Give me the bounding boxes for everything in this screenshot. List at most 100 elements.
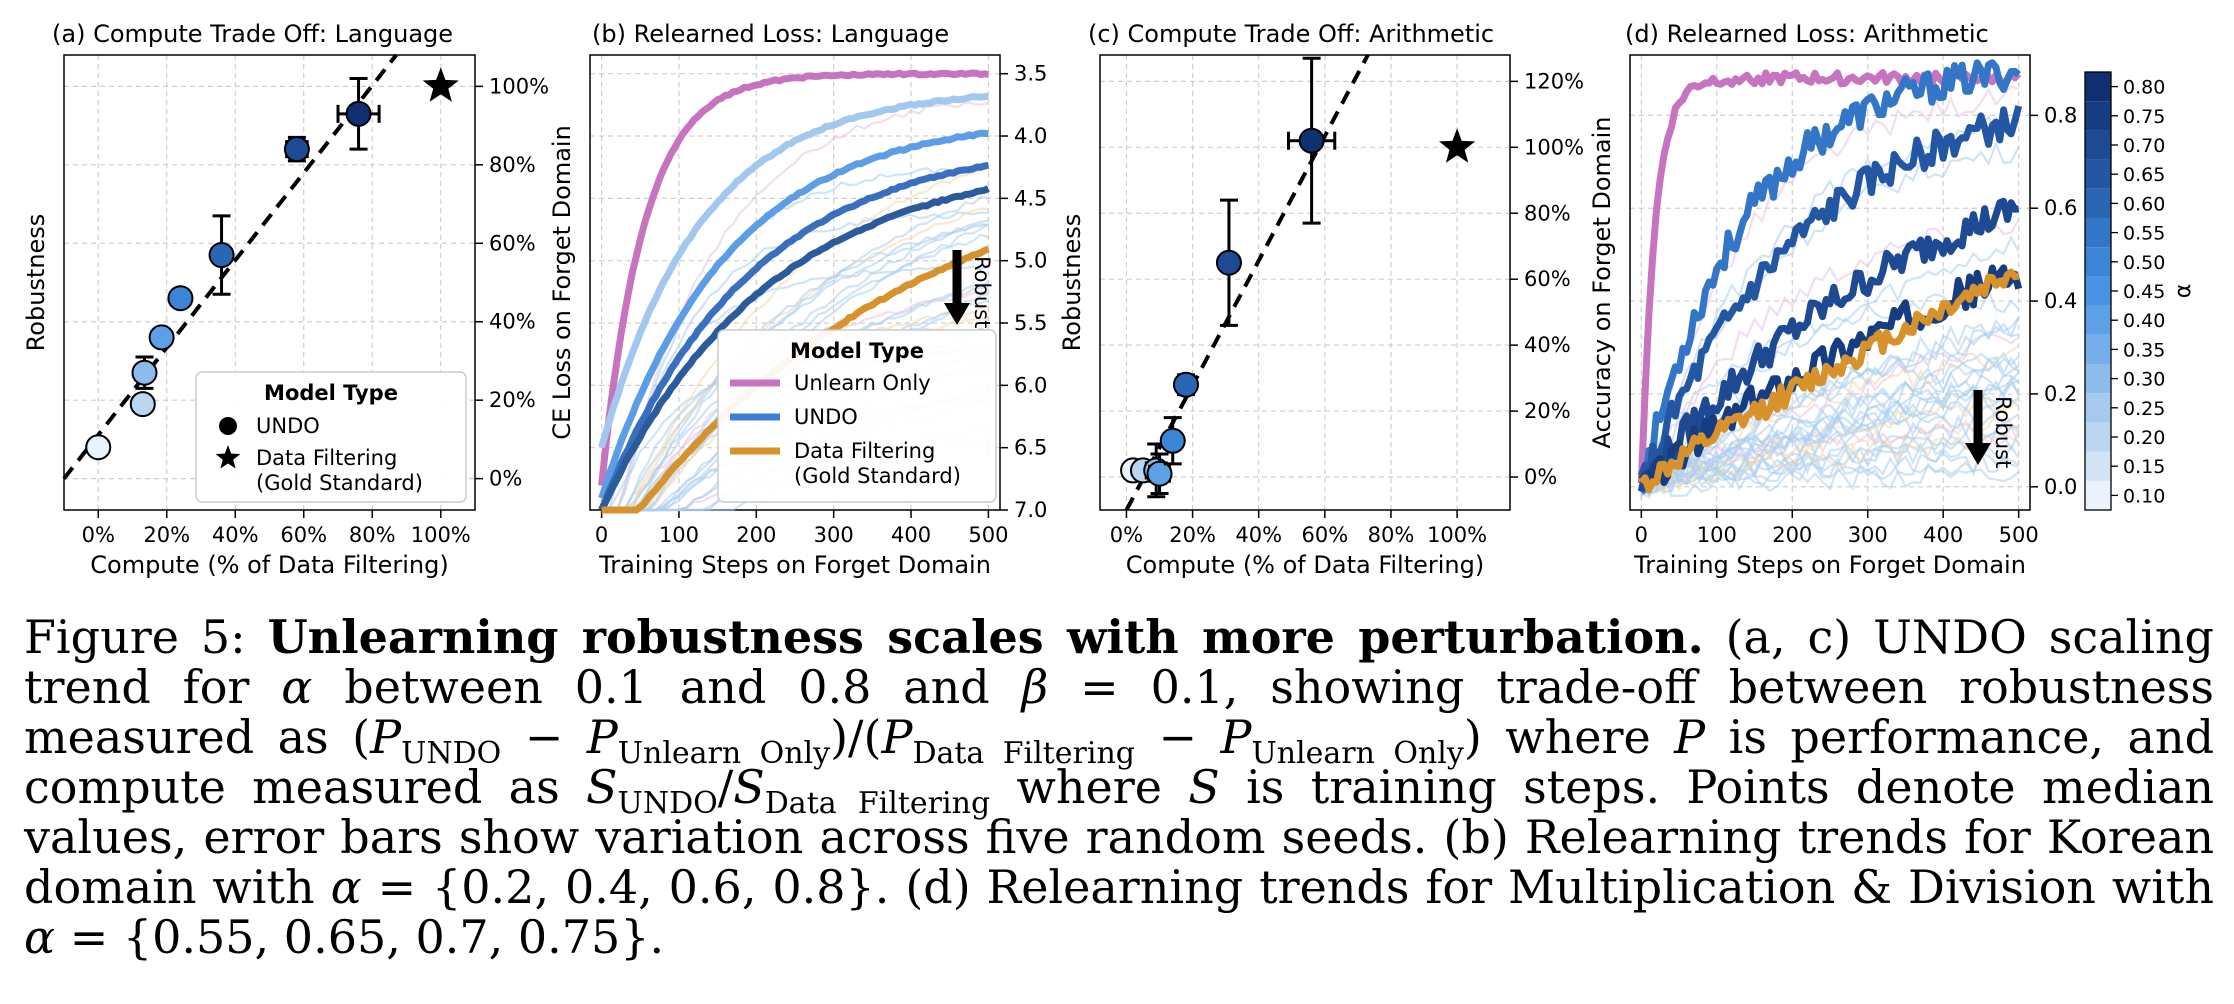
background-run-line: [601, 196, 989, 512]
y-tick-label: 0%: [489, 467, 522, 491]
colorbar-tick-label: 0.35: [2123, 339, 2165, 361]
colorbar-segment: [2085, 72, 2111, 102]
x-tick-label: 300: [814, 523, 854, 547]
y-tick-label: 40%: [1524, 333, 1571, 357]
background-run-line: [1640, 374, 2020, 497]
legend-marker-undo: [219, 417, 237, 435]
data-point: [129, 391, 156, 418]
series-line-filter: [1638, 268, 2020, 494]
colorbar-tick-label: 0.45: [2123, 281, 2165, 303]
x-tick-label: 80%: [349, 523, 396, 547]
x-tick-label: 400: [891, 523, 931, 547]
colorbar: 0.10 0.15 0.20 0.25 0.30 0.35 0.40 0.45 0.50 0.55…: [2084, 71, 2196, 511]
y-axis-label: Robustness: [1058, 214, 1086, 352]
data-point: [208, 242, 235, 269]
y-tick-label: 0.2: [2044, 382, 2077, 406]
background-run-line: [1640, 361, 2020, 491]
legend-label-filter-line2: (Gold Standard): [256, 471, 423, 495]
data-point: [283, 136, 310, 163]
y-tick-label: 40%: [489, 310, 536, 334]
data-point: [1172, 371, 1199, 398]
series-line-undo-0.55: [1638, 59, 2021, 495]
y-tick-label: 4.0: [1014, 124, 1047, 148]
x-tick-label: 0: [595, 523, 608, 547]
plot-frame: [63, 54, 476, 511]
colorbar-tick-label: 0.25: [2123, 398, 2165, 420]
colorbar-tick-label: 0.30: [2123, 369, 2165, 391]
plot-frame: [1629, 54, 2031, 511]
background-run-line: [601, 164, 989, 512]
robust-arrow-head: [944, 303, 970, 325]
data-point: [345, 100, 372, 127]
x-tick-label: 500: [1999, 523, 2039, 547]
y-tick-label: 20%: [1524, 399, 1571, 423]
legend-label: Unlearn Only: [794, 371, 931, 395]
x-axis-label: Training Steps on Forget Domain: [598, 551, 991, 579]
background-run-line: [1640, 411, 2020, 493]
colorbar-tick-label: 0.15: [2123, 456, 2165, 478]
y-tick-label: 80%: [489, 153, 536, 177]
x-tick-label: 100: [1697, 523, 1737, 547]
series-line-undo-0.2: [598, 92, 989, 449]
y-tick-label: 0.8: [2044, 103, 2077, 127]
x-tick-label: 100%: [1427, 523, 1487, 547]
x-tick-label: 100%: [411, 523, 471, 547]
background-run-line: [601, 165, 989, 512]
x-axis-label: Compute (% of Data Filtering): [90, 551, 448, 579]
colorbar-tick-label: 0.50: [2123, 252, 2165, 274]
legend-label-line2: (Gold Standard): [794, 464, 961, 488]
y-axis-label: Accuracy on Forget Domain: [1588, 117, 1616, 449]
legend-label-undo: UNDO: [256, 414, 320, 438]
x-axis-label: Training Steps on Forget Domain: [1633, 551, 2026, 579]
background-run-line: [1640, 441, 2020, 488]
background-run-line: [1640, 333, 2020, 493]
series-line-undo-0.6: [598, 161, 990, 512]
colorbar-tick-label: 0.80: [2123, 77, 2165, 99]
data-point: [148, 324, 175, 351]
colorbar-segment: [2085, 480, 2111, 510]
panel-title: (a) Compute Trade Off: Language: [52, 20, 453, 48]
colorbar-segment: [2085, 101, 2111, 131]
series-line-undo-0.8: [598, 185, 990, 512]
colorbar-tick-label: 0.20: [2123, 427, 2165, 449]
colorbar-segment: [2085, 364, 2111, 394]
data-point: [1298, 127, 1325, 154]
y-tick-label: 5.5: [1014, 311, 1047, 335]
colorbar-tick-label: 0.65: [2123, 164, 2165, 186]
colorbar-segment: [2085, 334, 2111, 364]
y-tick-label: 5.0: [1014, 249, 1047, 273]
legend-title: Model Type: [264, 381, 398, 405]
colorbar-tick-label: 0.10: [2123, 485, 2165, 507]
colorbar-tick-label: 0.40: [2123, 310, 2165, 332]
x-tick-label: 0%: [82, 523, 115, 547]
y-tick-label: 100%: [1524, 135, 1584, 159]
x-tick-label: 400: [1923, 523, 1963, 547]
y-tick-label: 0.0: [2044, 475, 2077, 499]
series-line-undo-0.4: [598, 129, 989, 500]
y-tick-label: 6.0: [1014, 373, 1047, 397]
colorbar-segment: [2085, 393, 2111, 423]
panel-a: 0% 20% 40% 60% 80% 100% 0% 20% 40% 60% 80% 100% (a) …: [22, 20, 549, 579]
colorbar-tick-label: 0.70: [2123, 135, 2165, 157]
x-tick-label: 200: [1772, 523, 1812, 547]
legend-box: [195, 371, 467, 503]
legend-box: [717, 329, 997, 503]
colorbar-segment: [2085, 218, 2111, 248]
x-tick-label: 100: [659, 523, 699, 547]
y-axis-label: Robustness: [22, 214, 50, 352]
colorbar-segment: [2085, 247, 2111, 277]
robust-arrow-head: [1965, 443, 1991, 465]
panel-title: (b) Relearned Loss: Language: [592, 20, 949, 48]
data-point: [1159, 427, 1186, 454]
plot-frame: [1099, 54, 1511, 511]
x-tick-label: 60%: [280, 523, 327, 547]
trend-line: [1124, 54, 1370, 511]
robust-label: Robust: [970, 256, 994, 328]
caption-headline: Unlearning robustness scales with more p…: [267, 610, 1704, 664]
y-tick-label: 0%: [1524, 465, 1557, 489]
colorbar-segment: [2085, 188, 2111, 218]
background-run-line: [1640, 317, 2020, 491]
colorbar-label: α: [2171, 284, 2196, 299]
background-run-line: [1641, 429, 2020, 495]
